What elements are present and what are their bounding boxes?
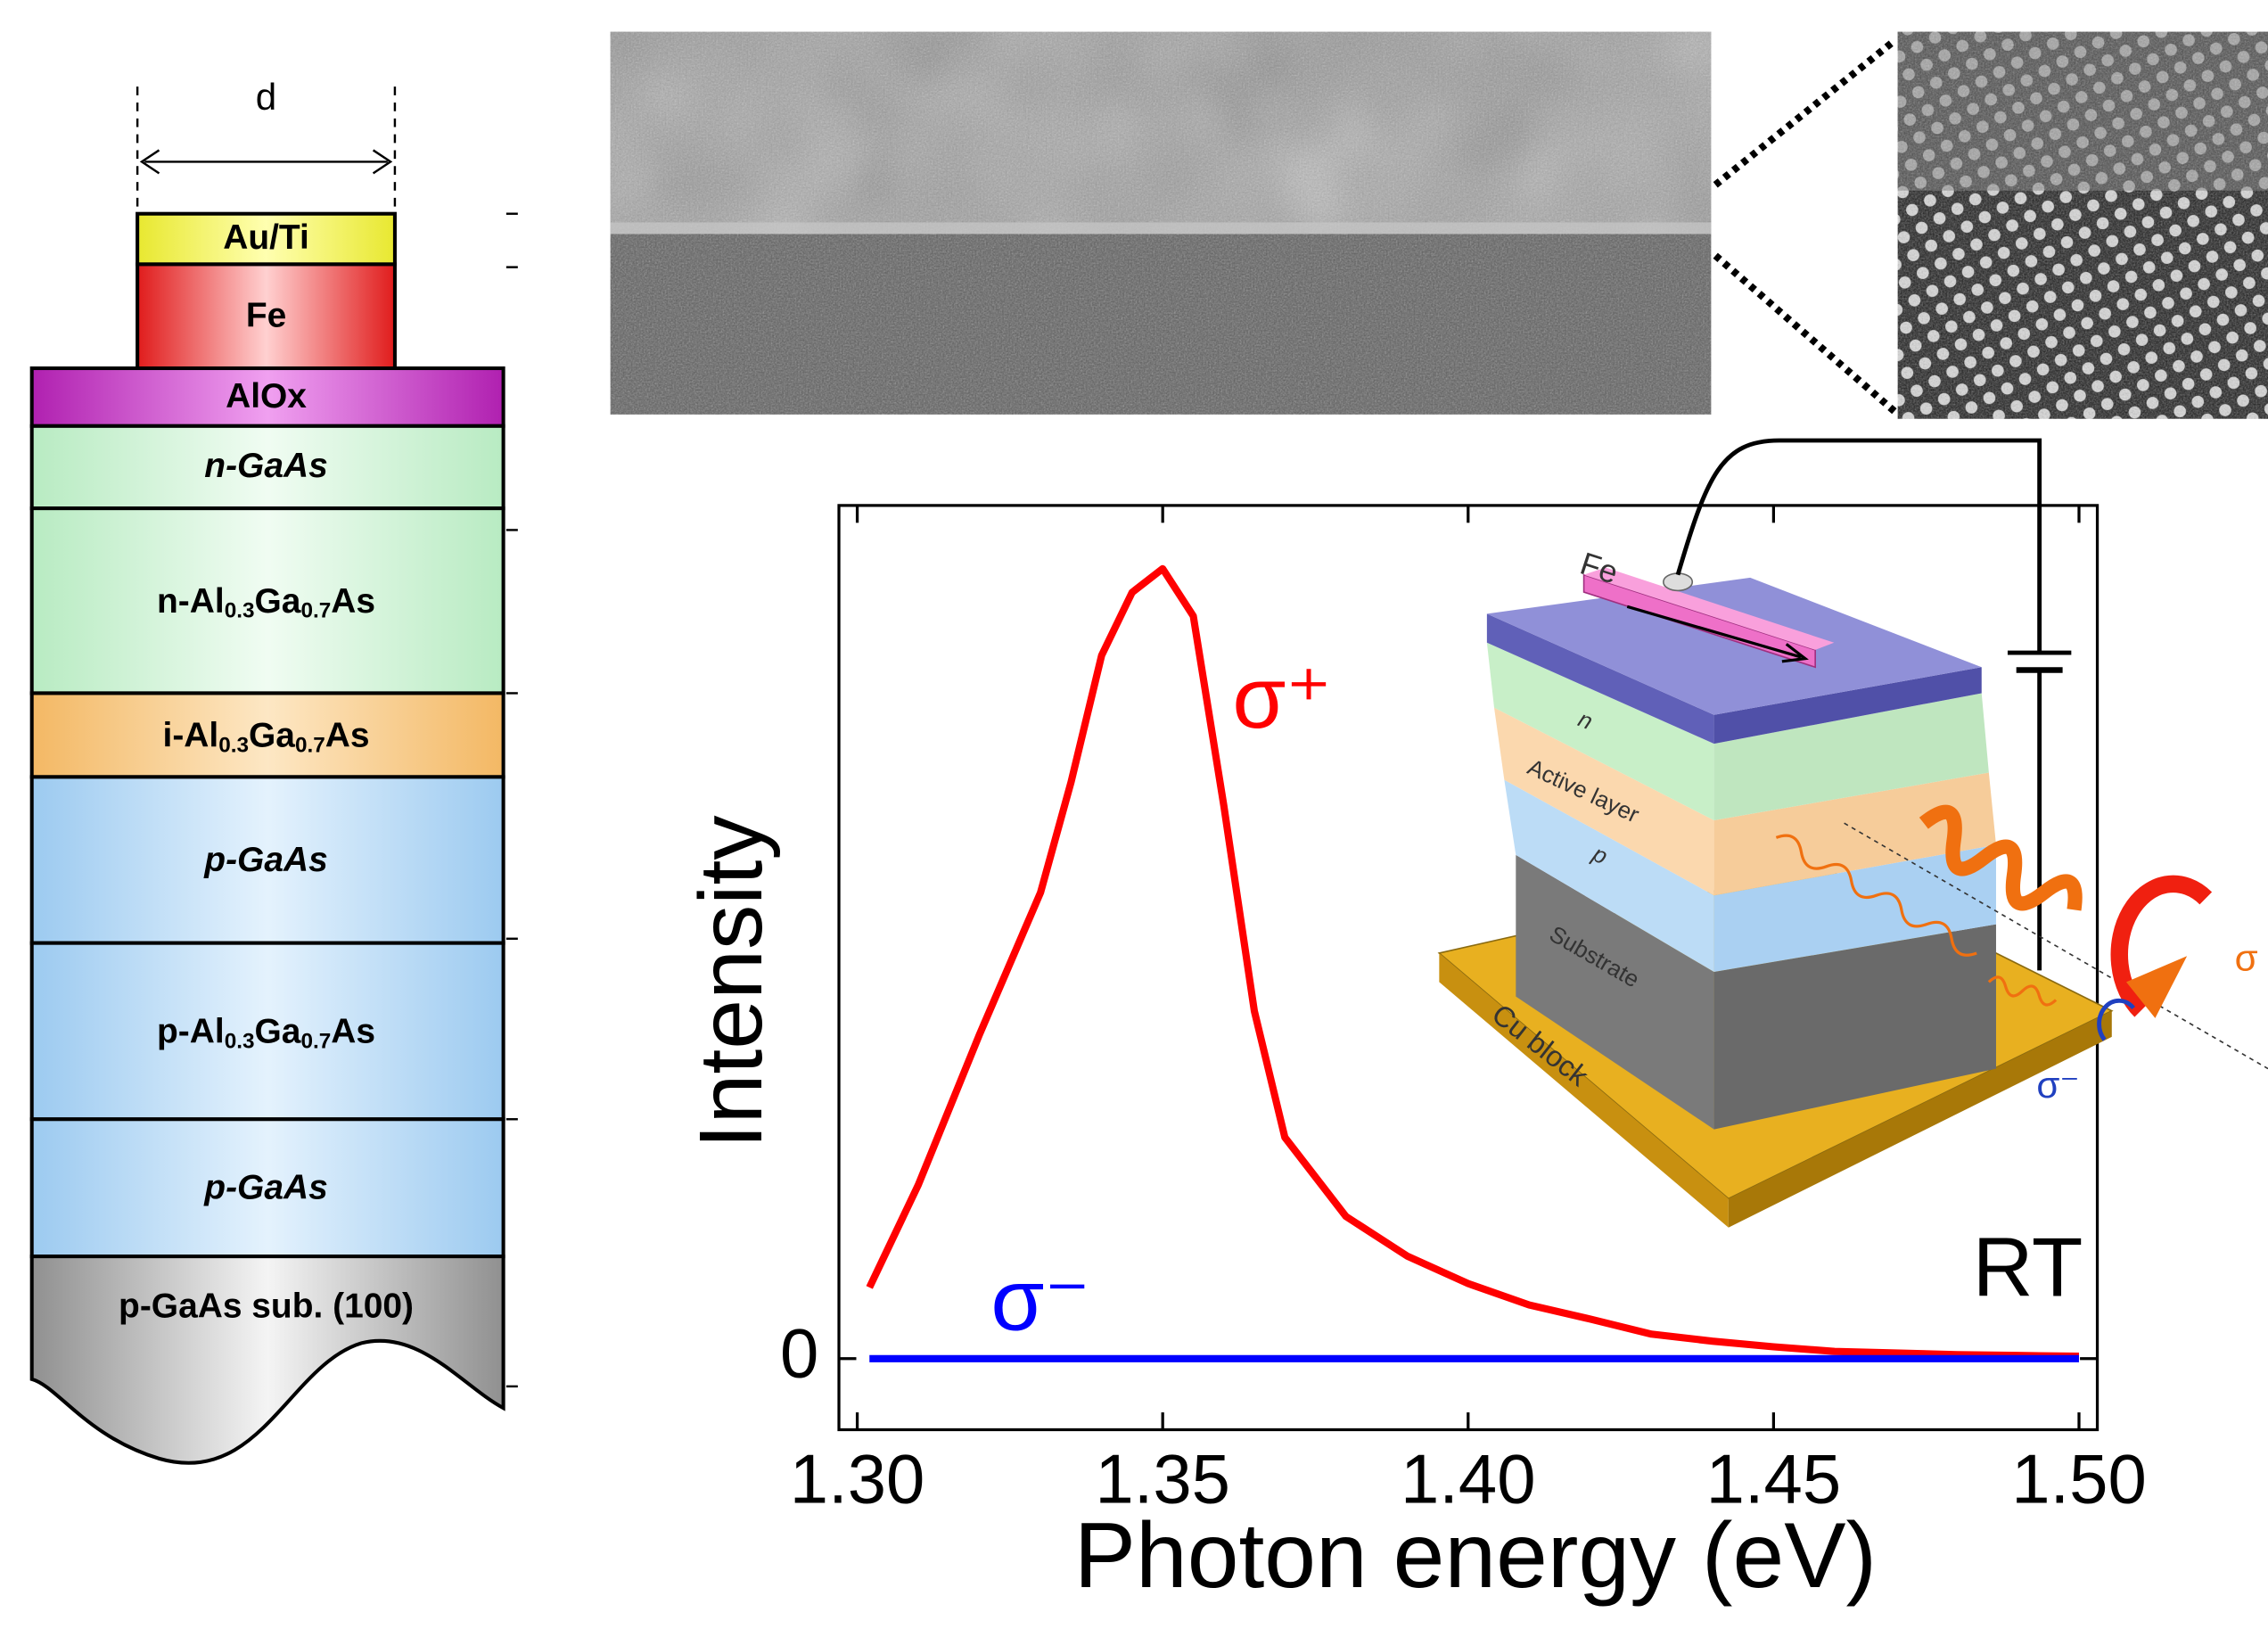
layer-label: p-GaAs sub. (100) [119, 1288, 414, 1326]
layer-label: p-GaAs [203, 1169, 327, 1207]
width-label: d [256, 76, 276, 118]
scale-marks [506, 214, 518, 1386]
inset-label: σ⁻ [2036, 1064, 2079, 1106]
hrtem-image [1898, 32, 2268, 419]
layer-label: n-Al0.3Ga0.7As [157, 582, 375, 623]
y-tick-label: 0 [780, 1315, 818, 1392]
layer-label: p-GaAs [203, 841, 327, 879]
series-label: σ⁻ [990, 1252, 1089, 1349]
series-label: σ⁺ [1232, 649, 1331, 746]
layer-label: Fe [246, 297, 286, 335]
tem-image [611, 32, 1712, 415]
figure: d Au/Ti Fe AlOx n-GaAs n-Al0.3Ga0.7As i-… [0, 0, 2268, 1629]
annotation: RT [1973, 1220, 2083, 1313]
y-axis-label: Intensity [681, 815, 781, 1149]
zoom-line [1715, 256, 1894, 412]
layer-label: AlOx [226, 377, 307, 415]
layer-label: n-GaAs [204, 447, 327, 485]
layer-label: p-Al0.3Ga0.7As [157, 1013, 375, 1054]
x-tick-label: 1.30 [790, 1442, 925, 1518]
layer-label: Au/Ti [223, 218, 309, 257]
layer-stack [32, 86, 518, 1463]
zoom-line [1715, 40, 1894, 185]
inset-label: σ [2235, 936, 2258, 978]
layer-label: i-Al0.3Ga0.7As [163, 717, 370, 758]
x-tick-label: 1.50 [2011, 1442, 2147, 1518]
device-inset: Fe n Active layer p Substrate Cu block σ… [1439, 440, 2268, 1228]
x-axis-label: Photon energy (eV) [1074, 1503, 1877, 1607]
